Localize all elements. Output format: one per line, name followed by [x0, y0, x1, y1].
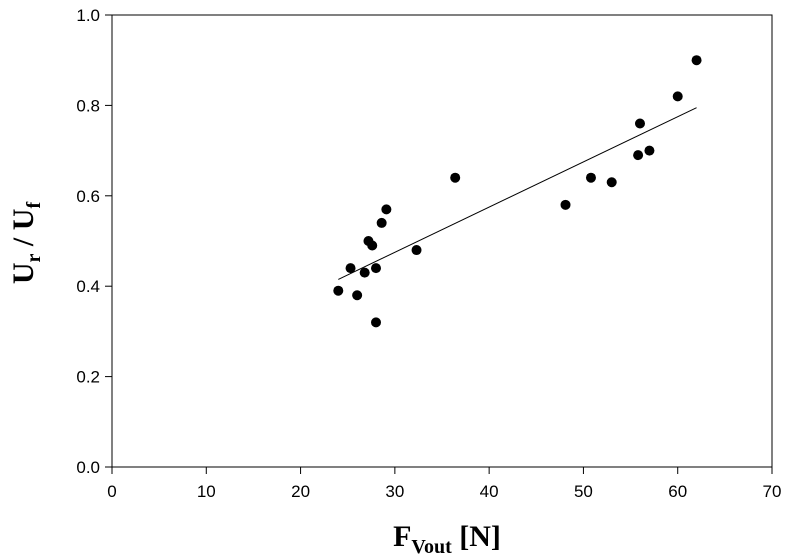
plot-area: 0 10 20 30 40 50 60 70 0.0 0.2 0.4 0.6 0.8 1.0 — [76, 6, 781, 501]
data-point — [359, 267, 370, 278]
x-tick-label: 10 — [197, 482, 216, 501]
data-point — [606, 177, 617, 188]
data-point — [691, 55, 702, 66]
x-tick-label: 40 — [480, 482, 499, 501]
data-point — [411, 245, 422, 256]
x-tick-label: 20 — [291, 482, 310, 501]
data-point — [560, 199, 571, 210]
x-tick-label: 60 — [668, 482, 687, 501]
y-tick-label: 0.8 — [76, 96, 100, 115]
data-point — [376, 217, 387, 228]
x-axis-title: FVout [N] — [393, 520, 501, 558]
y-tick-label: 0.4 — [76, 277, 100, 296]
data-point — [333, 285, 344, 296]
y-tick-label: 1.0 — [76, 6, 100, 25]
data-point — [371, 263, 381, 274]
y-tick-label: 0.0 — [76, 458, 100, 477]
y-axis-title: Ur / Uf — [7, 202, 45, 285]
data-point — [635, 118, 645, 129]
data-point — [345, 263, 356, 274]
data-point — [371, 317, 381, 328]
plot-frame — [111, 14, 773, 468]
y-tick-label: 0.2 — [76, 368, 100, 387]
data-point — [450, 172, 461, 183]
data-point — [633, 150, 644, 161]
data-point — [381, 204, 392, 215]
data-point — [585, 172, 596, 183]
data-point — [672, 91, 683, 102]
data-point — [352, 290, 363, 301]
trend-line — [338, 107, 697, 280]
x-tick-label: 30 — [385, 482, 404, 501]
data-point — [367, 240, 378, 251]
data-point — [644, 145, 655, 156]
x-tick-label: 0 — [107, 482, 116, 501]
x-tick-label: 50 — [574, 482, 593, 501]
y-tick-label: 0.6 — [76, 187, 100, 206]
x-tick-label: 70 — [763, 482, 782, 501]
